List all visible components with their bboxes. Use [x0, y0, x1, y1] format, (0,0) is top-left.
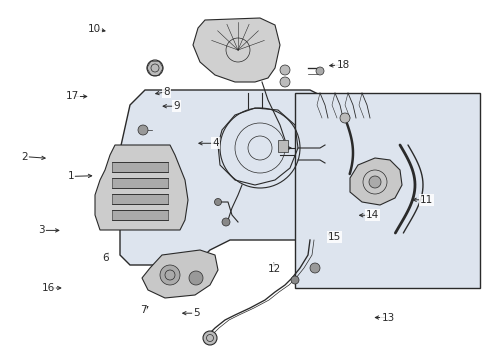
Circle shape — [222, 218, 230, 226]
Text: 9: 9 — [173, 101, 180, 111]
Circle shape — [280, 77, 290, 87]
Text: 18: 18 — [336, 60, 350, 70]
Polygon shape — [350, 158, 402, 205]
Text: 4: 4 — [212, 138, 219, 148]
Circle shape — [316, 67, 324, 75]
Text: 5: 5 — [193, 308, 199, 318]
Text: 3: 3 — [38, 225, 45, 235]
Text: 13: 13 — [381, 312, 395, 323]
Bar — [112, 178, 168, 188]
Bar — [295, 93, 480, 288]
Text: 8: 8 — [163, 87, 170, 97]
Circle shape — [203, 331, 217, 345]
Text: 2: 2 — [21, 152, 28, 162]
Text: 16: 16 — [41, 283, 55, 293]
Text: 15: 15 — [327, 232, 341, 242]
Text: 6: 6 — [102, 253, 109, 264]
Text: 11: 11 — [419, 195, 433, 205]
Circle shape — [310, 263, 320, 273]
Circle shape — [369, 176, 381, 188]
Text: 12: 12 — [268, 264, 281, 274]
Circle shape — [340, 113, 350, 123]
Bar — [112, 194, 168, 204]
Text: 1: 1 — [68, 171, 74, 181]
Circle shape — [215, 198, 221, 206]
Bar — [278, 140, 288, 152]
Circle shape — [138, 125, 148, 135]
Bar — [112, 162, 168, 172]
Polygon shape — [120, 90, 340, 265]
Polygon shape — [193, 18, 280, 82]
Polygon shape — [142, 250, 218, 298]
Text: 10: 10 — [88, 24, 100, 34]
Circle shape — [189, 271, 203, 285]
Circle shape — [280, 65, 290, 75]
Bar — [112, 210, 168, 220]
Polygon shape — [95, 145, 188, 230]
Text: 17: 17 — [66, 91, 79, 102]
Text: 7: 7 — [140, 305, 147, 315]
Text: 14: 14 — [366, 210, 379, 220]
Circle shape — [147, 60, 163, 76]
Circle shape — [291, 276, 299, 284]
Circle shape — [160, 265, 180, 285]
